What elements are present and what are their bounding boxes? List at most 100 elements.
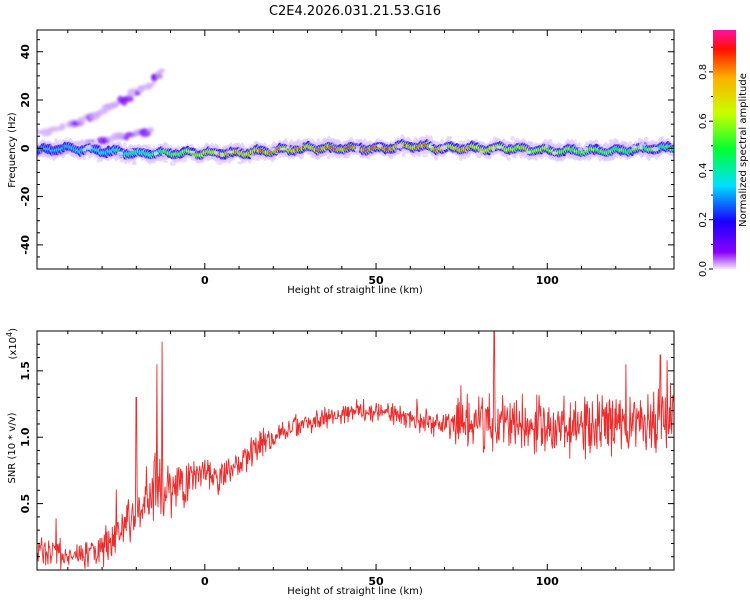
ridge-speck xyxy=(153,151,159,156)
ridge-speck xyxy=(521,138,526,142)
side-track-blob xyxy=(37,129,42,135)
ridge-speck xyxy=(547,139,553,142)
colorbar-tick-label: 0.8 xyxy=(698,64,709,80)
colorbar-gradient xyxy=(713,30,736,269)
ridge-speck xyxy=(651,146,659,152)
ridge-speck xyxy=(150,147,157,151)
ridge-speck xyxy=(132,160,137,165)
ridge-speck xyxy=(495,150,499,155)
ridge-speck xyxy=(433,140,439,145)
ridge-speck xyxy=(532,156,538,160)
ridge-speck xyxy=(96,158,100,163)
spectrogram-plot-area xyxy=(37,68,674,166)
ridge-speck xyxy=(161,153,166,156)
spectrogram-ticks: 0 50 100 -40 -20 0 20 40 xyxy=(19,30,674,287)
x-tick-label: 0 xyxy=(201,575,209,588)
snr-ylabel: SNR (10 * v/v) xyxy=(7,412,18,483)
chart-title: C2E4.2026.031.21.53.G16 xyxy=(269,4,441,19)
ridge-speck xyxy=(423,149,430,155)
y-tick-label: 1.0 xyxy=(19,427,32,447)
colorbar-tick-label: 0.2 xyxy=(698,212,709,228)
ridge-speck xyxy=(376,143,383,148)
ridge-speck xyxy=(484,155,492,160)
side-track-blob xyxy=(76,116,86,126)
side-track-blob xyxy=(59,123,66,131)
snr-series-line xyxy=(37,331,674,570)
ridge-speck xyxy=(427,145,434,149)
ridge-speck xyxy=(510,135,515,141)
y-tick-label: -40 xyxy=(19,235,32,255)
ridge-speck xyxy=(440,145,448,150)
ridge-speck xyxy=(396,143,403,149)
ridge-speck xyxy=(643,136,649,140)
ridge-speck xyxy=(544,143,549,149)
ridge-speck xyxy=(551,151,558,155)
ridge-speck xyxy=(128,148,134,152)
ridge-speck xyxy=(196,159,202,162)
ridge-speck xyxy=(226,150,234,154)
ridge-speck xyxy=(608,139,614,143)
snr-plot-area xyxy=(37,331,674,570)
x-tick-label: 50 xyxy=(368,274,384,287)
ridge-speck xyxy=(220,152,224,158)
spectrogram-panel: 0 50 100 -40 -20 0 20 40 Height of straight lin… xyxy=(7,29,675,296)
ridge-speck xyxy=(345,155,349,159)
snr-multiplier-exponent: 4 xyxy=(5,332,14,337)
snr-multiplier: (x104) xyxy=(5,328,19,360)
y-tick-label: 40 xyxy=(19,44,32,60)
ridge-speck xyxy=(282,155,286,158)
ridge-speck xyxy=(577,147,583,151)
snr-ticks: 0 50 100 0.5 1.0 1.5 xyxy=(19,331,674,588)
ridge-speck xyxy=(446,135,453,140)
y-tick-label: 0 xyxy=(19,144,32,152)
ridge-speck xyxy=(279,147,286,151)
x-tick-label: 100 xyxy=(536,575,559,588)
side-track-blob xyxy=(158,68,166,74)
ridge-speck xyxy=(328,153,335,158)
spectrogram-frame xyxy=(36,29,675,270)
ridge-speck xyxy=(639,144,643,150)
ridge-speck xyxy=(216,160,223,165)
ridge-speck xyxy=(298,140,304,143)
ridge-speck xyxy=(296,138,301,142)
ridge-speck xyxy=(300,155,305,159)
side-track-blob xyxy=(110,101,120,108)
ridge-speck xyxy=(401,152,406,158)
spectrogram-xlabel: Height of straight line (km) xyxy=(287,285,423,296)
ridge-speck xyxy=(180,157,188,163)
ridge-speck xyxy=(189,150,196,154)
ridge-speck xyxy=(573,139,578,142)
ridge-speck xyxy=(85,145,93,150)
ridge-speck xyxy=(405,149,410,155)
ridge-speck xyxy=(297,142,303,147)
snr-xlabel: Height of straight line (km) xyxy=(287,586,423,597)
colorbar-ticks: 0.0 0.2 0.4 0.6 0.8 xyxy=(698,46,713,277)
ridge-speck xyxy=(169,161,176,166)
side-track-blob xyxy=(124,95,134,103)
ridge-speck xyxy=(145,146,149,149)
ridge-speck xyxy=(122,142,127,147)
ridge-speck xyxy=(476,140,482,143)
colorbar: 0.0 0.2 0.4 0.6 0.8 Normalized spectral ampl… xyxy=(698,30,749,277)
ridge-speck xyxy=(559,146,564,149)
ridge-speck xyxy=(268,147,276,151)
ridge-speck xyxy=(326,156,331,160)
ridge-speck xyxy=(286,145,290,149)
ridge-speck xyxy=(214,151,219,155)
ridge-speck xyxy=(476,155,482,159)
side-track-blob xyxy=(122,135,130,141)
ridge-band xyxy=(37,134,674,166)
snr-frame xyxy=(36,330,675,571)
ridge-speck xyxy=(163,160,169,163)
ridge-speck xyxy=(631,145,637,149)
x-tick-label: 100 xyxy=(536,274,559,287)
ridge-speck xyxy=(316,138,321,143)
colorbar-tick-label: 0.6 xyxy=(698,113,709,129)
ridge-speck xyxy=(54,138,58,143)
ridge-speck xyxy=(135,145,142,148)
side-track-blob xyxy=(48,126,61,132)
y-tick-label: -20 xyxy=(19,186,32,206)
ridge-speck xyxy=(582,146,589,151)
ridge-speck xyxy=(422,154,429,158)
